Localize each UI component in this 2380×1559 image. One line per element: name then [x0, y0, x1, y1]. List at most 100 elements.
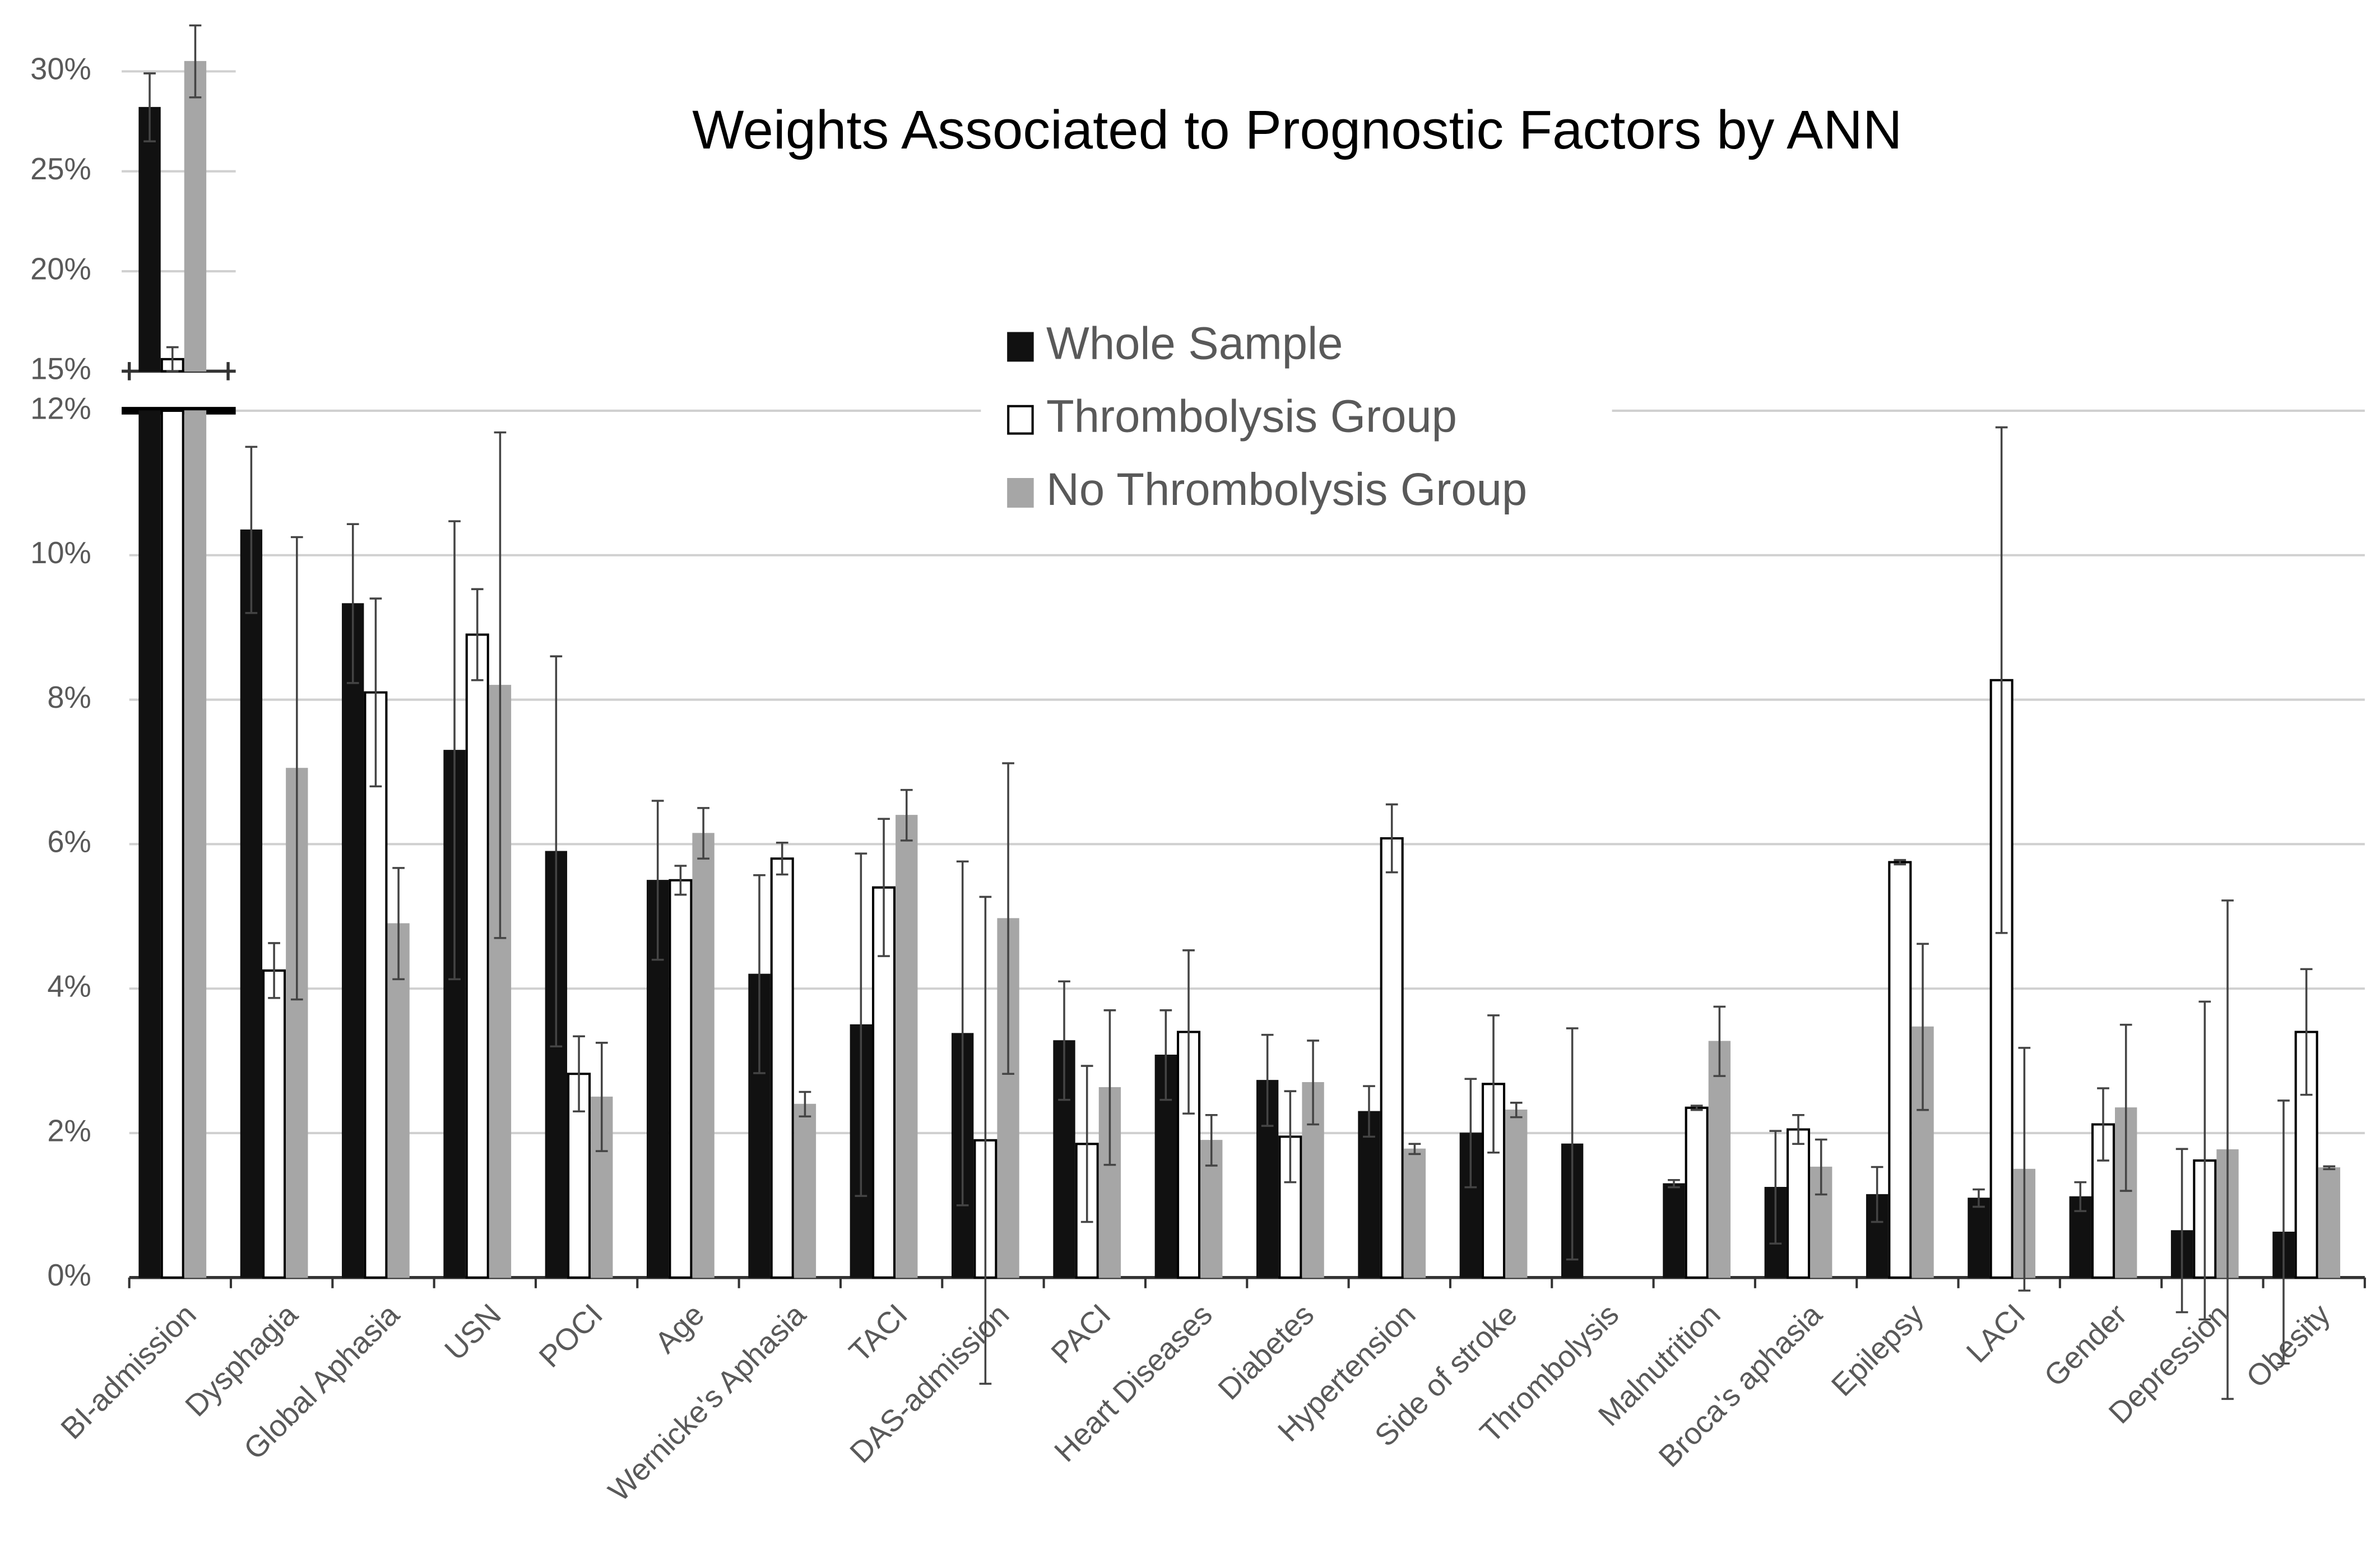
legend-swatch: [1007, 332, 1034, 362]
bar: [2114, 1107, 2137, 1278]
error-bar: [674, 865, 687, 896]
error-bar: [1973, 1188, 1985, 1208]
error-bar: [1487, 1014, 1500, 1154]
x-tick-label: POCI: [532, 1297, 609, 1374]
bar: [1968, 1198, 1990, 1278]
error-bar: [1363, 1085, 1375, 1138]
error-bar: [1261, 1033, 1274, 1127]
error-bar: [2119, 1023, 2132, 1192]
bar: [1663, 1183, 1685, 1278]
y-tick-label: 10%: [30, 536, 91, 570]
x-tick-label: Obesity: [2239, 1297, 2337, 1394]
bar: [2294, 1031, 2318, 1279]
chart-title: Weights Associated to Prognostic Factors…: [692, 99, 1902, 160]
error-bar: [1408, 1143, 1421, 1156]
legend-label: No Thrombolysis Group: [1046, 464, 1527, 515]
bar: [1098, 1087, 1121, 1278]
error-bar: [1103, 1009, 1116, 1166]
bar: [1256, 1080, 1279, 1278]
error-bar: [2277, 1099, 2290, 1365]
bar: [1866, 1194, 1889, 1278]
error-bar: [2198, 1000, 2211, 1321]
bar: [591, 1096, 613, 1278]
bar: [1505, 1110, 1528, 1278]
y-tick-label: 4%: [47, 969, 91, 1003]
error-bar: [1002, 762, 1014, 1075]
error-bar: [494, 431, 507, 939]
error-bar: [573, 1035, 585, 1113]
error-bar: [1182, 949, 1195, 1115]
error-bar: [245, 446, 258, 614]
error-bar: [369, 597, 382, 787]
bar: [286, 768, 308, 1278]
legend-box: [981, 304, 1612, 530]
bar: [1403, 1148, 1426, 1278]
x-tick-label: TACI: [842, 1297, 914, 1369]
error-bar: [1690, 1105, 1703, 1111]
error-bar: [2300, 968, 2313, 1096]
bar: [240, 529, 263, 1278]
error-bar: [878, 818, 890, 957]
bar: [1912, 1026, 1934, 1278]
bar: [1278, 1135, 1302, 1279]
error-bar: [1510, 1102, 1523, 1119]
error-bar: [1205, 1113, 1218, 1167]
y-tick-label: 30%: [30, 52, 91, 86]
x-tick-label: Wernicke's Aphasia: [602, 1297, 813, 1508]
legend-label: Thrombolysis Group: [1046, 391, 1457, 442]
error-bar: [392, 867, 405, 981]
bar: [748, 973, 771, 1278]
x-tick-label: Gender: [2038, 1297, 2133, 1393]
x-tick-label: BI-admission: [54, 1297, 203, 1446]
error-bar: [1566, 1027, 1579, 1261]
legend-swatch: [1007, 405, 1034, 435]
bar: [1685, 1106, 1709, 1279]
bar: [567, 1073, 591, 1279]
error-bar: [1385, 803, 1398, 874]
error-bar: [799, 1091, 811, 1118]
error-bar: [2175, 1148, 2188, 1314]
bar: [1358, 1111, 1380, 1278]
error-bar: [1871, 1166, 1883, 1223]
error-bar: [346, 523, 359, 684]
bar: [545, 851, 568, 1278]
y-tick-label: 20%: [30, 252, 91, 286]
error-bar: [697, 807, 709, 860]
bar: [184, 61, 207, 1278]
y-tick-label: 2%: [47, 1113, 91, 1148]
y-tick-label: 12%: [30, 391, 91, 425]
error-bar: [189, 24, 202, 99]
error-bar: [956, 860, 969, 1207]
bar: [647, 880, 669, 1278]
bar: [2091, 1123, 2115, 1279]
bar: [364, 691, 388, 1279]
bar: [896, 815, 918, 1278]
error-bar: [1284, 1090, 1297, 1184]
bar: [1459, 1133, 1482, 1278]
error-bar: [268, 942, 280, 999]
bar: [160, 358, 184, 1279]
bar: [387, 923, 410, 1278]
bar: [2318, 1167, 2341, 1278]
y-tick-label: 8%: [47, 680, 91, 714]
error-bar: [1995, 426, 2008, 934]
error-bar: [448, 520, 461, 981]
error-bar: [2074, 1181, 2087, 1212]
error-bar: [776, 841, 788, 876]
x-tick-label: Age: [648, 1297, 711, 1360]
error-bar: [651, 800, 664, 961]
error-bar: [1058, 980, 1070, 1101]
error-bar: [855, 852, 867, 1197]
legend-swatch: [1007, 478, 1034, 508]
error-bar: [1464, 1078, 1477, 1189]
bar: [1989, 679, 2014, 1279]
bar: [2069, 1196, 2091, 1278]
error-bar: [1894, 859, 1906, 866]
y-tick-label: 15%: [30, 352, 91, 386]
y-tick-label: 25%: [30, 152, 91, 186]
bar: [342, 603, 364, 1278]
bar: [997, 918, 1019, 1278]
bar: [1302, 1082, 1324, 1278]
bar: [1888, 861, 1912, 1279]
